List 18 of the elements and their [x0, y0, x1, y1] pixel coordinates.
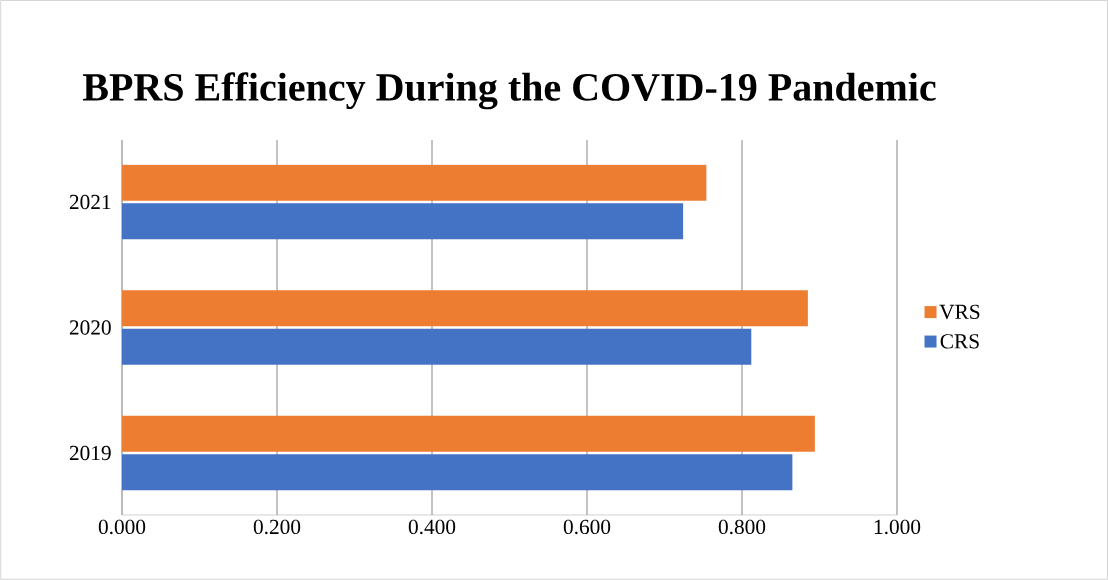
bar	[122, 290, 808, 327]
x-tick-label: 0.400	[408, 519, 456, 535]
legend-label: CRS	[940, 334, 979, 349]
x-tick-label: 0.600	[563, 519, 611, 535]
x-tick-label: 0.800	[718, 519, 766, 535]
bar	[122, 415, 815, 452]
bar	[122, 164, 707, 201]
bar	[122, 328, 752, 365]
y-tick-label: 2019	[69, 445, 111, 461]
x-tick-label: 0.000	[98, 519, 146, 535]
bar	[122, 203, 684, 240]
bar	[122, 454, 793, 491]
x-tick-label: 0.200	[253, 519, 301, 535]
x-tick-label: 1.000	[874, 519, 921, 535]
chart-title: BPRS Efficiency During the COVID-19 Pandemic	[82, 72, 936, 110]
y-tick-label: 2021	[69, 194, 111, 210]
y-tick-label: 2020	[69, 320, 111, 335]
legend-label: VRS	[939, 304, 980, 320]
